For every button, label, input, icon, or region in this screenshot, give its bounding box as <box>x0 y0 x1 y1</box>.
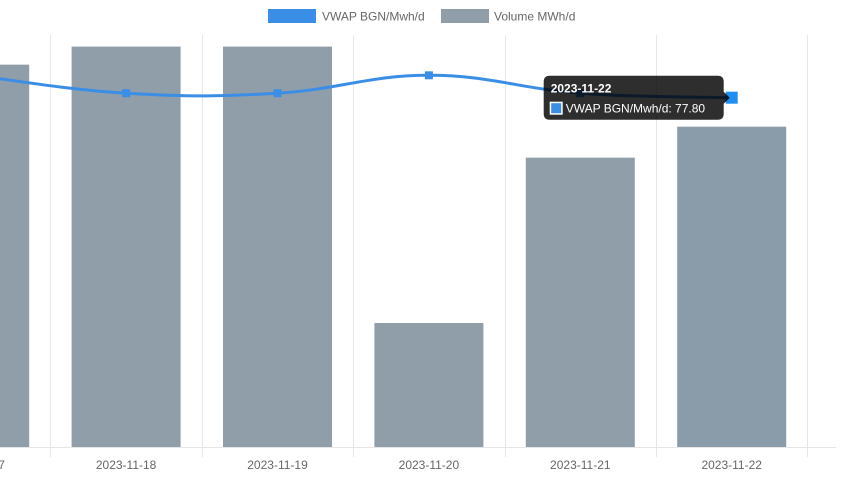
x-tick-label-2023-11-20: 2023-11-20 <box>399 458 460 472</box>
tooltip-label: VWAP BGN/Mwh/d: 77.80 <box>566 102 706 116</box>
volume-bars <box>0 46 787 448</box>
vwap-point-2023-11-19 <box>273 89 282 98</box>
legend-item-volume[interactable]: Volume MWh/d <box>441 9 575 24</box>
tooltip-background <box>543 75 730 120</box>
vwap-point-2023-11-20 <box>424 71 433 80</box>
legend: VWAP BGN/Mwh/d Volume MWh/d <box>268 9 575 24</box>
x-tick-label-2023-11-18: 2023-11-18 <box>96 458 157 472</box>
legend-label-vwap: VWAP BGN/Mwh/d <box>322 10 425 24</box>
x-tick-label-2023-11-17: 2023-11-17 <box>0 458 5 472</box>
bar-volume-2023-11-21 <box>525 157 635 447</box>
bar-volume-2023-11-17 <box>0 64 30 448</box>
bar-volume-2023-11-18 <box>71 46 181 447</box>
bar-volume-2023-11-19 <box>223 46 332 447</box>
x-axis: 2023-11-17 2023-11-18 2023-11-19 2023-11-20… <box>0 447 836 472</box>
legend-swatch-vwap <box>268 9 316 23</box>
tooltip-title: 2023-11-22 <box>551 82 612 96</box>
x-tick-label-2023-11-19: 2023-11-19 <box>247 458 308 472</box>
legend-label-volume: Volume MWh/d <box>494 10 575 24</box>
legend-swatch-volume <box>441 9 489 23</box>
vwap-point-2023-11-22 <box>725 91 738 104</box>
legend-item-vwap[interactable]: VWAP BGN/Mwh/d <box>268 9 425 24</box>
bar-volume-2023-11-20 <box>374 323 484 447</box>
tooltip: 2023-11-22 VWAP BGN/Mwh/d: 77.80 <box>543 75 730 120</box>
bar-volume-2023-11-22 <box>677 126 787 448</box>
tooltip-swatch-fill <box>551 103 562 114</box>
vwap-point-2023-11-18 <box>122 89 131 98</box>
x-tick-label-2023-11-21: 2023-11-21 <box>550 458 611 472</box>
x-tick-label-2023-11-22: 2023-11-22 <box>701 458 762 472</box>
